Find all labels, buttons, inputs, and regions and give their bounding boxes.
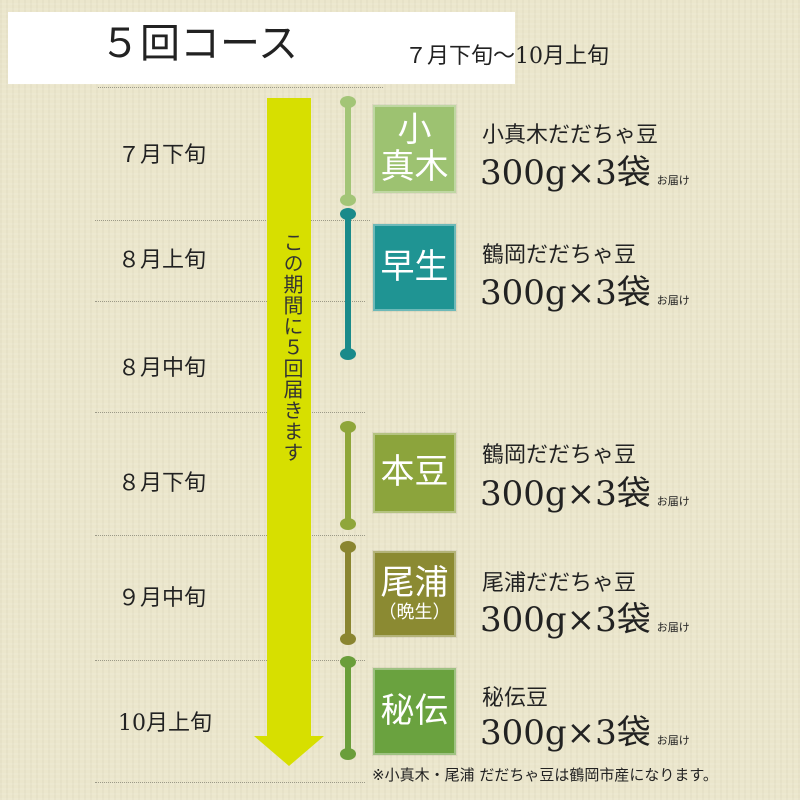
month-label: ８月上旬 (118, 248, 207, 273)
timeline-bar (340, 96, 356, 206)
month-label: ８月中旬 (118, 356, 207, 381)
divider (95, 782, 365, 783)
timeline-bar (340, 208, 356, 360)
course-title: ５回コース (100, 21, 298, 67)
month-label: ８月下旬 (118, 471, 207, 496)
month-label: 10月上旬 (118, 711, 212, 736)
divider (95, 660, 365, 661)
product-name: 秘伝豆 (482, 686, 549, 711)
badge-label: 秘伝 (380, 690, 449, 731)
variety-badge: 早生 (372, 223, 457, 312)
product-amount: 300g×3袋 お届け (480, 273, 690, 313)
badge-label: 本豆 (380, 452, 449, 493)
variety-badge: 秘伝 (372, 667, 457, 756)
badge-label: 小 真木 (380, 109, 449, 187)
divider (95, 535, 365, 536)
product-name: 尾浦だだちゃ豆 (482, 571, 637, 596)
divider (98, 87, 383, 88)
variety-badge: 尾浦 （晩生） (372, 550, 457, 638)
product-amount: 300g×3袋 お届け (480, 600, 690, 640)
divider (95, 301, 365, 302)
product-name: 鶴岡だだちゃ豆 (482, 243, 637, 268)
arrow-head-icon (254, 736, 324, 766)
course-period: ７月下旬〜10月上旬 (405, 44, 609, 69)
badge-label: 尾浦 (380, 563, 449, 604)
timeline-bar (340, 656, 356, 760)
product-name: 鶴岡だだちゃ豆 (482, 443, 637, 468)
arrow-caption: この期間に５回届きます (280, 232, 304, 463)
timeline-bar (340, 421, 356, 530)
month-label: ７月下旬 (118, 143, 207, 168)
product-name: 小真木だだちゃ豆 (482, 123, 659, 148)
header-banner (8, 12, 515, 84)
month-label: ９月中旬 (118, 586, 207, 611)
period-arrow (267, 98, 311, 738)
product-amount: 300g×3袋 お届け (480, 153, 690, 193)
footnote: ※小真木・尾浦 だだちゃ豆は鶴岡市産になります。 (372, 766, 718, 784)
badge-sublabel: （晩生） (378, 601, 451, 623)
timeline-bar (340, 541, 356, 645)
badge-label: 早生 (380, 246, 449, 287)
product-amount: 300g×3袋 お届け (480, 713, 690, 753)
product-amount: 300g×3袋 お届け (480, 474, 690, 514)
variety-badge: 小 真木 (372, 104, 457, 194)
divider (95, 220, 370, 221)
divider (95, 412, 365, 413)
variety-badge: 本豆 (372, 432, 457, 514)
